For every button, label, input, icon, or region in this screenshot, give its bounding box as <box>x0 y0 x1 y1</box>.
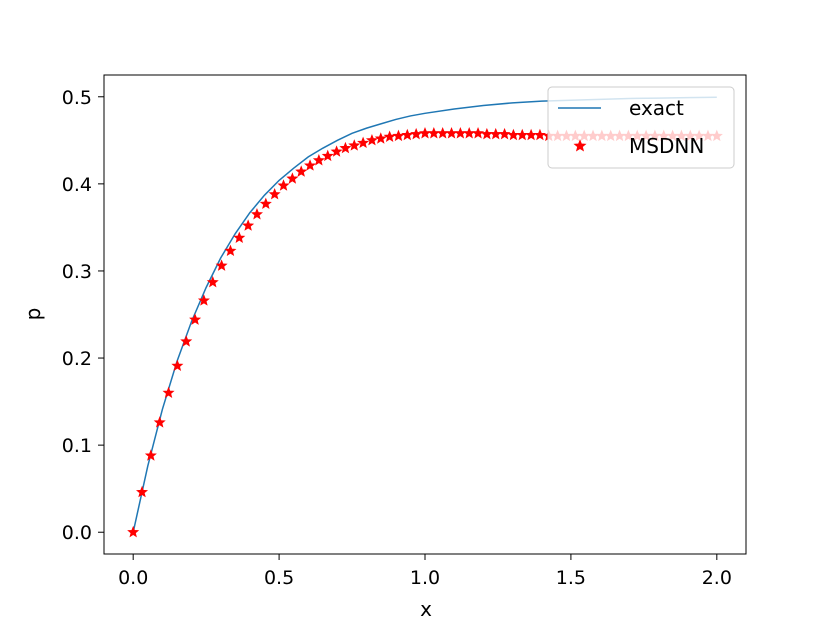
x-tick-label: 2.0 <box>702 567 732 589</box>
series-point-msdnn <box>268 187 281 200</box>
x-axis-label: x <box>420 597 432 621</box>
legend-marker-msdnn <box>573 139 587 152</box>
series-point-msdnn <box>498 127 511 140</box>
series-point-msdnn <box>286 172 299 184</box>
series-point-msdnn <box>127 525 140 538</box>
series-point-msdnn <box>383 130 396 142</box>
y-tick-label: 0.4 <box>62 174 92 196</box>
series-point-msdnn <box>312 154 325 166</box>
series-point-msdnn <box>339 141 352 154</box>
y-tick-label: 0.2 <box>62 348 92 370</box>
series-point-msdnn <box>144 449 157 461</box>
y-axis-label: p <box>21 308 45 321</box>
series-point-msdnn <box>250 208 263 220</box>
series-point-msdnn <box>472 127 485 139</box>
series-point-msdnn <box>162 386 175 398</box>
series-point-msdnn <box>224 244 237 257</box>
series-point-msdnn <box>357 136 370 149</box>
x-axis: 0.0 0.5 1.0 1.5 2.0 <box>118 554 732 589</box>
series-point-msdnn <box>171 359 184 371</box>
series-point-msdnn <box>365 134 378 146</box>
series-point-msdnn <box>277 179 290 191</box>
y-tick-label: 0.5 <box>62 87 92 109</box>
x-tick-label: 1.5 <box>556 567 586 589</box>
x-tick-label: 0.0 <box>118 567 148 589</box>
series-point-msdnn <box>233 231 246 243</box>
series-point-msdnn <box>374 132 387 144</box>
y-axis: 0.0 0.1 0.2 0.3 0.4 0.5 <box>62 87 104 544</box>
x-tick-label: 0.5 <box>264 567 294 589</box>
series-point-msdnn <box>242 219 255 231</box>
series-point-msdnn <box>136 485 149 498</box>
legend: exact MSDNN <box>547 86 735 169</box>
y-tick-label: 0.0 <box>62 522 92 544</box>
series-point-msdnn <box>348 139 361 151</box>
x-tick-label: 1.0 <box>410 567 440 589</box>
series-point-msdnn <box>533 128 546 141</box>
series-point-msdnn <box>180 335 193 347</box>
series-point-msdnn <box>295 165 308 177</box>
series-point-msdnn <box>153 416 166 428</box>
series-point-msdnn <box>401 128 414 141</box>
series-point-msdnn <box>392 129 405 142</box>
series-point-msdnn <box>410 127 423 140</box>
series-point-msdnn <box>321 149 334 162</box>
series-point-msdnn <box>330 145 343 157</box>
legend-label-msdnn: MSDNN <box>629 134 704 158</box>
legend-label-exact: exact <box>629 96 684 120</box>
series-point-msdnn <box>259 197 272 209</box>
series-point-msdnn <box>189 313 202 325</box>
series-point-msdnn <box>304 159 317 171</box>
y-tick-label: 0.1 <box>62 435 92 457</box>
series-point-msdnn <box>215 259 228 271</box>
series-point-msdnn <box>197 294 210 306</box>
y-tick-label: 0.3 <box>62 261 92 283</box>
series-point-msdnn <box>206 275 219 288</box>
